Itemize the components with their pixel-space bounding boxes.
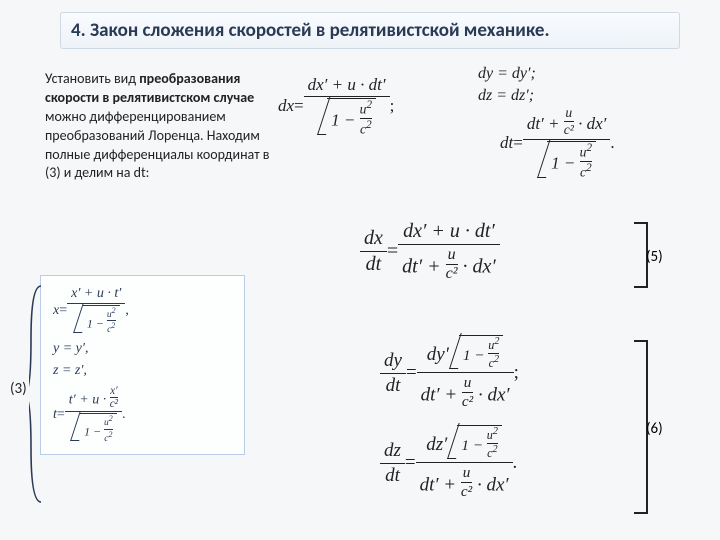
- equation-6b: dzdt = dz′1 − u2c2 dt′ + uc² · dx′ .: [380, 425, 640, 501]
- v5-c2: c²: [446, 264, 458, 283]
- b3-tfd: c²: [110, 397, 118, 410]
- b3-z: z = z′,: [53, 363, 238, 379]
- v6b-rdpo: · dx′: [472, 475, 508, 496]
- b3-tn: t′ + u ·: [69, 393, 110, 408]
- v6b-u: u: [461, 464, 472, 482]
- label-5: (5): [646, 248, 663, 266]
- equation-dy-dz: dy = dy′; dz = dz′;: [478, 65, 578, 105]
- para-post: можно дифференцированием преобразований …: [45, 108, 270, 182]
- b3-s2: 2: [109, 414, 113, 423]
- dx-num: dx′ + u · dt′: [304, 75, 390, 97]
- b3-xn: x′ + u · t′: [67, 286, 125, 304]
- dt-lhs: dt: [500, 133, 513, 153]
- v5-ld: dt: [360, 252, 387, 276]
- v6a-ld: dt: [380, 374, 406, 397]
- sq2: 2: [366, 119, 372, 131]
- equation-6a: dydt = dy′1 − u2c2 dt′ + uc² · dx′ ;: [380, 335, 640, 411]
- page-title: 4. Закон сложения скоростей в релятивист…: [60, 12, 680, 49]
- b3-cm1: ,: [125, 303, 129, 319]
- b3-s12: 2: [111, 321, 115, 330]
- v6b-ln: dz: [380, 440, 405, 464]
- v6a-rdp: dt′ +: [421, 385, 462, 406]
- dx-semi: ;: [390, 96, 395, 116]
- v5-ln: dx: [360, 227, 387, 252]
- r6a: 1 −: [463, 347, 488, 364]
- b3-y: y = y′,: [53, 341, 238, 357]
- s6b2: 2: [492, 444, 497, 455]
- b3-r2: 1 −: [84, 425, 104, 439]
- v6a-semi: ;: [514, 362, 519, 384]
- v6b-rn: dz′: [426, 434, 447, 455]
- intro-paragraph: Установить вид преобразования скорости в…: [45, 70, 270, 183]
- equation-5: dxdt = dx′ + u · dt′ dt′ + uc² · dx′: [360, 220, 630, 283]
- dt-u: u: [564, 105, 574, 121]
- equation-dx: dx = dx′ + u · dt′ 1 − u2c2 ;: [278, 75, 473, 137]
- title-banner: 4. Закон сложения скоростей в релятивист…: [60, 12, 680, 49]
- r2: 1 −: [551, 153, 579, 172]
- v6b-c2: c²: [461, 482, 472, 501]
- sq: 2: [366, 99, 372, 111]
- s2: 2: [586, 142, 592, 154]
- dx-lhs: dx: [278, 96, 294, 116]
- para-pre: Установить вид: [45, 70, 139, 87]
- b3-s22: 2: [109, 430, 113, 439]
- v5-rdpo: · dx′: [458, 256, 496, 278]
- s6b: 2: [493, 426, 498, 437]
- equation-box-3: x = x′ + u · t′ 1 − u2c2 , y = y′, z = z…: [40, 275, 245, 455]
- label-6: (6): [646, 420, 663, 438]
- b3-r1: 1 −: [87, 317, 107, 331]
- v6a-ln: dy: [380, 350, 406, 374]
- v6a-rdpo: · dx′: [473, 385, 509, 406]
- v6a-c2: c²: [462, 392, 473, 411]
- eq-sign2: =: [513, 133, 523, 153]
- eq-sign6b: =: [405, 452, 416, 474]
- dt-period: .: [610, 133, 614, 153]
- root-pre: 1 −: [331, 110, 359, 129]
- r6b: 1 −: [461, 437, 486, 454]
- s6a: 2: [494, 336, 499, 347]
- eq-sign6a: =: [406, 362, 417, 384]
- v6a-u: u: [462, 374, 473, 392]
- dz: dz = dz′;: [478, 87, 578, 105]
- eq-sign5: =: [387, 240, 398, 263]
- b3-per: .: [122, 407, 126, 423]
- label-3: (3): [10, 380, 27, 398]
- b3-tfn: x′: [110, 385, 118, 397]
- v6b-per: .: [513, 452, 518, 474]
- v6b-rdp: dt′ +: [420, 475, 461, 496]
- b3-s1: 2: [112, 306, 116, 315]
- dy: dy = dy′;: [478, 65, 578, 83]
- s3: 2: [586, 162, 592, 174]
- b3-es2: =: [57, 407, 65, 423]
- s6a2: 2: [494, 354, 499, 365]
- b3-es1: =: [59, 303, 67, 319]
- dt-c2: c²: [564, 121, 574, 138]
- dt-num-post: · dx′: [574, 114, 607, 133]
- v6b-ld: dt: [380, 464, 405, 487]
- brace-icon: [29, 284, 43, 504]
- v5-u: u: [446, 246, 458, 264]
- v6a-rn: dy′: [427, 344, 449, 365]
- v5-rn: dx′ + u · dt′: [398, 220, 500, 245]
- equation-dt: dt = dt′ + uc² · dx′ 1 − u2c2 .: [500, 105, 685, 180]
- v5-rdp: dt′ +: [402, 256, 445, 278]
- dt-num-pre: dt′ +: [527, 114, 564, 133]
- eq-sign: =: [294, 96, 304, 116]
